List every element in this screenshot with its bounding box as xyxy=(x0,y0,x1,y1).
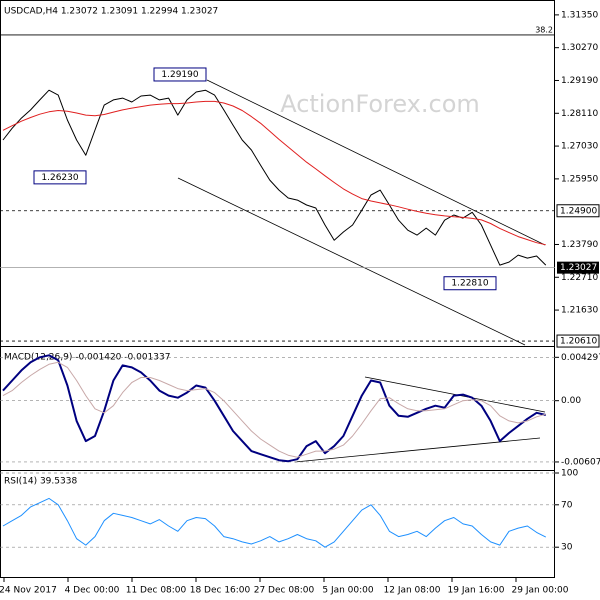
fib-label: 38.2 xyxy=(535,25,553,34)
channel-lower xyxy=(177,177,526,346)
level-box xyxy=(556,334,600,348)
y-tick-label: 1.22710 xyxy=(561,273,598,283)
annotation-box xyxy=(33,170,87,185)
watermark: ActionForex.com xyxy=(280,90,480,118)
last-price-box xyxy=(557,261,599,274)
y-tick-label: 1.30270 xyxy=(561,43,598,53)
rsi-title: RSI(14) 39.5338 xyxy=(4,477,77,487)
x-tick-label: 29 Jan 00:00 xyxy=(512,586,569,596)
y-tick-label: 1.21630 xyxy=(561,306,598,316)
x-tick-label: 12 Jan 08:00 xyxy=(384,586,441,596)
y-tick-label: 1.23790 xyxy=(561,240,598,250)
y-tick-label: 1.31350 xyxy=(561,10,598,20)
x-tick-label: 4 Dec 00:00 xyxy=(65,586,120,596)
x-tick-label: 24 Nov 2017 xyxy=(0,586,57,596)
y-tick-label: 0.00 xyxy=(561,396,581,406)
x-tick-label: 5 Jan 00:00 xyxy=(322,586,374,596)
annotation-label: 1.26230 xyxy=(41,173,78,183)
level-label: 1.20610 xyxy=(560,337,597,347)
y-tick-label: 1.27030 xyxy=(561,142,598,152)
y-tick-label: 0.004297 xyxy=(561,353,600,363)
series-line xyxy=(2,497,547,548)
x-tick-label: 27 Dec 08:00 xyxy=(254,586,315,596)
annotation-label: 1.29190 xyxy=(161,70,198,80)
channel-upper xyxy=(206,79,546,246)
level-box xyxy=(556,204,600,218)
series-line xyxy=(2,361,546,458)
y-tick-label: 100 xyxy=(561,469,578,479)
plot-frame xyxy=(0,0,555,578)
y-tick-label: 1.28110 xyxy=(561,109,598,119)
series-line xyxy=(2,89,547,266)
series-line xyxy=(2,354,547,463)
annotation-box xyxy=(443,276,497,291)
y-tick-label: 30 xyxy=(561,543,573,553)
level-label: 1.24900 xyxy=(560,206,597,216)
annotation-box xyxy=(153,67,207,82)
annotation-label: 1.22810 xyxy=(451,279,488,289)
x-tick-label: 11 Dec 08:00 xyxy=(126,586,187,596)
y-tick-label: 1.29190 xyxy=(561,76,598,86)
macd-trendline xyxy=(294,437,541,463)
x-tick-label: 18 Dec 16:00 xyxy=(190,586,251,596)
series-line xyxy=(2,100,546,246)
y-tick-label: 70 xyxy=(561,500,573,510)
x-tick-label: 19 Jan 16:00 xyxy=(448,586,505,596)
macd-title: MACD(12,26,9) -0.001420 -0.001337 xyxy=(4,353,170,363)
last-price-label: 1.23027 xyxy=(560,263,597,273)
price-title: USDCAD,H4 1.23072 1.23091 1.22994 1.2302… xyxy=(4,7,218,17)
y-tick-label: 1.25950 xyxy=(561,174,598,184)
